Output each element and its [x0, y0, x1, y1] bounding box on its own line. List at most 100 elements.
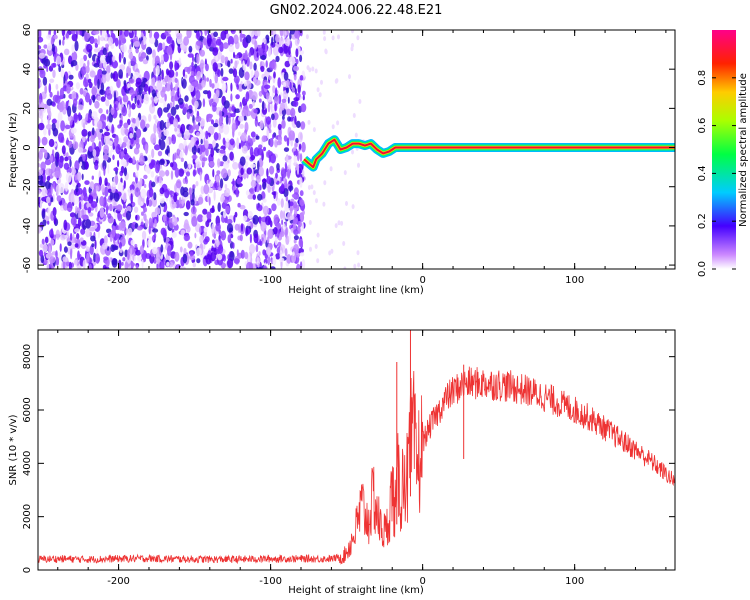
spectrogram-noise-cell [143, 184, 147, 188]
spectrogram-noise-cell [63, 48, 70, 56]
spectrogram-noise-cell [133, 132, 137, 141]
spectrogram-noise-cell [48, 30, 52, 35]
spectrogram-noise-cell [233, 51, 235, 59]
spectrogram-noise-cell [196, 40, 202, 46]
spectrogram-noise-cell [249, 30, 255, 38]
spectrogram-noise-cell [230, 82, 233, 92]
spectrogram-noise-cell [114, 245, 119, 250]
spectrogram-noise-cell [105, 72, 111, 82]
spectrogram-noise-cell [53, 34, 58, 40]
spectrogram-noise-cell [351, 204, 355, 210]
spectrogram-noise-cell [316, 232, 320, 238]
spectrogram-noise-cell [158, 170, 166, 178]
spectrogram-noise-cell [38, 162, 41, 168]
spectrogram-noise-cell [288, 231, 291, 242]
spectrogram-noise-cell [273, 227, 278, 235]
spectrogram-noise-cell [293, 213, 296, 224]
spectrogram-noise-cell [275, 34, 280, 43]
spectrogram-noise-cell [272, 133, 275, 140]
spectrogram-noise-cell [232, 161, 239, 170]
y-tick-label: 4000 [22, 451, 33, 476]
spectrogram-noise-cell [230, 30, 235, 33]
spectrogram-noise-cell [245, 110, 252, 117]
spectrogram-noise-cell [293, 243, 300, 255]
colorbar: 0.0 0.2 0.4 0.6 0.8 Normalized spectral ampl… [697, 30, 749, 277]
spectrogram-noise-cell [277, 123, 282, 131]
spectrogram-noise-cell [236, 177, 242, 185]
spectrogram-noise-cell [322, 30, 326, 35]
spectrogram-noise-cell [220, 67, 224, 77]
spectrogram-noise-cell [157, 150, 163, 157]
spectrogram-noise-cell [188, 45, 193, 53]
spectrogram-noise-cell [41, 187, 48, 197]
spectrogram-noise-cell [351, 149, 354, 155]
spectrogram-noise-cell [99, 55, 107, 64]
x-tick-label: -100 [259, 576, 282, 587]
spectrogram-noise-cell [242, 60, 245, 71]
spectrogram-noise-cell [261, 237, 264, 242]
snr-x-axis-label: Height of straight line (km) [288, 585, 424, 596]
spectrogram-noise-cell [299, 177, 303, 188]
spectrogram-noise-cell [180, 126, 183, 134]
spectrogram-noise-cell [158, 138, 162, 146]
spectrogram-noise-cell [179, 246, 183, 253]
spectrogram-noise-cell [279, 231, 285, 237]
spectrogram-noise-cell [67, 207, 72, 212]
spectrogram-noise-cell [52, 62, 57, 68]
y-tick-label: -40 [22, 218, 33, 234]
spectrogram-noise-cell [244, 50, 248, 61]
spectrogram-noise-cell [358, 99, 362, 104]
spectrogram-noise-cell [46, 98, 53, 106]
spectrogram-noise-cell [357, 162, 360, 168]
spectrogram-noise-cell [55, 83, 59, 90]
spectrogram-noise-cell [227, 35, 234, 47]
spectrogram-noise-cell [166, 211, 173, 218]
spectrogram-noise-cell [276, 198, 281, 206]
spectrogram-noise-cell [183, 160, 188, 170]
spectrogram-noise-cell [55, 250, 58, 259]
snr-y-axis-label: SNR (10 * v/v) [8, 414, 19, 485]
spectrogram-noise-cell [166, 36, 173, 44]
spectrogram-noise-cell [153, 31, 160, 40]
spectrogram-noise-cell [141, 211, 145, 216]
spectrogram-noise-cell [175, 71, 179, 77]
spectrogram-noise-cell [139, 155, 145, 165]
spectrogram-noise-cell [121, 106, 128, 117]
spectrogram-noise-cell [101, 135, 104, 147]
spectrogram-noise-cell [135, 77, 142, 85]
spectrogram-noise-cell [42, 173, 46, 184]
spectrogram-noise-cell [272, 118, 277, 128]
spectrogram-noise-cell [100, 82, 105, 92]
spectrogram-noise-cell [39, 108, 44, 120]
snr-plot-area [38, 330, 675, 565]
spectrogram-noise-cell [285, 108, 292, 116]
spectrogram-noise-cell [199, 35, 205, 41]
spectrogram-noise-cell [83, 196, 90, 202]
spectrogram-noise-cell [88, 81, 93, 89]
spectrogram-noise-cell [265, 215, 271, 226]
spectrogram-noise-cell [170, 81, 173, 92]
spectrogram-noise-cell [42, 76, 48, 86]
spectrogram-noise-cell [316, 87, 320, 93]
spectrogram-noise-cell [57, 111, 63, 123]
spectrogram-noise-cell [97, 35, 100, 46]
spectrogram-noise-cell [293, 65, 299, 72]
spectrogram-noise-cell [262, 198, 267, 203]
spectrogram-noise-cell [352, 113, 356, 118]
spectrogram-noise-cell [320, 79, 323, 85]
spectrogram-noise-cell [111, 181, 116, 188]
spectrogram-noise-cell [99, 128, 103, 133]
spectrogram-noise-cell [268, 154, 271, 163]
spectrogram-noise-cell [135, 116, 140, 128]
spectrogram-frame [37, 29, 676, 270]
spectrogram-noise-cell [74, 237, 77, 244]
spectrogram-noise-cell [209, 99, 212, 105]
spectrogram-noise-cell [93, 30, 100, 35]
spectrogram-noise-cell [195, 195, 198, 200]
spectrogram-noise-cell [178, 196, 182, 206]
spectrogram-noise-cell [165, 159, 170, 165]
spectrogram-noise-cell [239, 32, 243, 43]
spectrogram-noise-cell [176, 188, 180, 193]
spectrogram-noise-cell [40, 181, 47, 187]
